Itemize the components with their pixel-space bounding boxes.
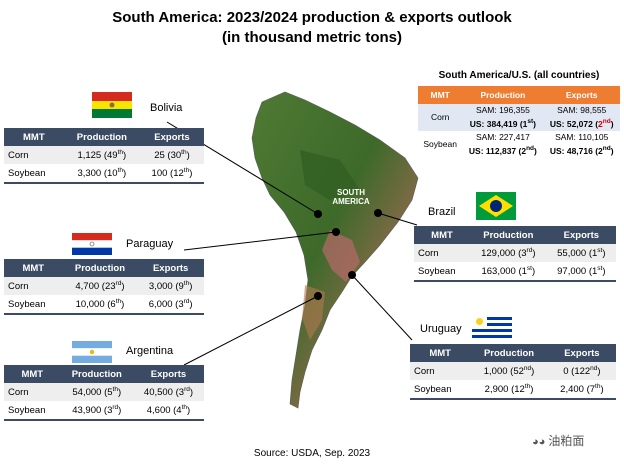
paraguay-flag-icon (72, 233, 112, 255)
argentina-flag-icon (72, 341, 112, 363)
summary-heading: South America/U.S. (all countries) (438, 70, 600, 81)
bolivia-flag-icon (92, 92, 132, 118)
paraguay-name: Paraguay (126, 238, 174, 250)
brazil-flag-icon (476, 192, 516, 220)
title-line-1: South America: 2023/2024 production & ex… (112, 9, 512, 26)
map-label: SOUTH AMERICA (332, 188, 370, 206)
source-note: Source: USDA, Sep. 2023 (253, 448, 371, 459)
wechat-icon: ◕◕ (532, 436, 549, 448)
uruguay-name: Uruguay (420, 323, 462, 335)
bolivia-name: Bolivia (150, 102, 183, 114)
argentina-table: MMT Production Exports Corn 54,000 (5th) 4… (4, 365, 204, 421)
title-line-2: (in thousand metric tons) (222, 29, 402, 46)
brazil-name: Brazil (428, 206, 456, 218)
argentina-name: Argentina (126, 345, 174, 357)
watermark: ◕◕ 油粕面 (532, 434, 585, 448)
uruguay-table: MMT Production Exports Corn 1,000 (52nd) 0… (410, 344, 616, 400)
uruguay-flag-icon (472, 314, 512, 341)
brazil-table: MMT Production Exports Corn 129,000 (3rd) … (414, 226, 616, 282)
summary-table: MMT Production Exports Corn SAM: 196,355 US… (418, 86, 620, 158)
paraguay-table: MMT Production Exports Corn 4,700 (23rd) 3… (4, 259, 204, 315)
bolivia-table: MMT Production Exports Corn 1,125 (49th) 2… (4, 128, 204, 184)
